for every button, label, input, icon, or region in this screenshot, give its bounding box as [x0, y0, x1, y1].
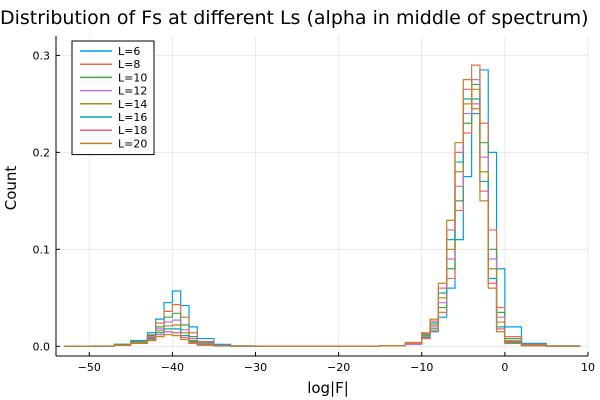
x-tick-label: −50: [78, 361, 101, 374]
legend-label: L=6: [118, 45, 140, 58]
legend-label: L=16: [118, 111, 147, 124]
x-tick-label: 10: [581, 361, 595, 374]
y-tick-label: 0.2: [33, 146, 51, 159]
legend-box: [71, 40, 155, 156]
legend-label: L=20: [118, 137, 147, 150]
series-line-l-20: [64, 79, 581, 347]
chart-title: Distribution of Fs at different Ls (alph…: [0, 7, 589, 29]
x-tick-label: 0: [501, 361, 508, 374]
x-tick-label: −30: [244, 361, 267, 374]
legend: L=6L=8L=10L=12L=14L=16L=18L=20: [71, 40, 155, 156]
grid: [56, 36, 589, 356]
x-tick-label: −20: [327, 361, 350, 374]
series-layer: [64, 64, 581, 347]
legend-label: L=10: [118, 71, 147, 84]
y-tick-label: 0.1: [33, 243, 51, 256]
axes: [55, 36, 588, 357]
legend-label: L=14: [118, 98, 147, 111]
y-tick-label: 0.0: [33, 340, 51, 353]
ticks: −50 −40 −30 −20 −10 0 10 0.0 0.1 0.2 0.3: [33, 49, 596, 374]
y-axis-label: Count: [2, 166, 20, 211]
x-tick-label: −40: [161, 361, 184, 374]
legend-label: L=12: [118, 85, 147, 98]
x-tick-label: −10: [410, 361, 433, 374]
y-tick-label: 0.3: [33, 49, 51, 62]
legend-label: L=8: [118, 58, 140, 71]
legend-label: L=18: [118, 124, 147, 137]
x-axis-label: log|F|: [307, 379, 349, 397]
